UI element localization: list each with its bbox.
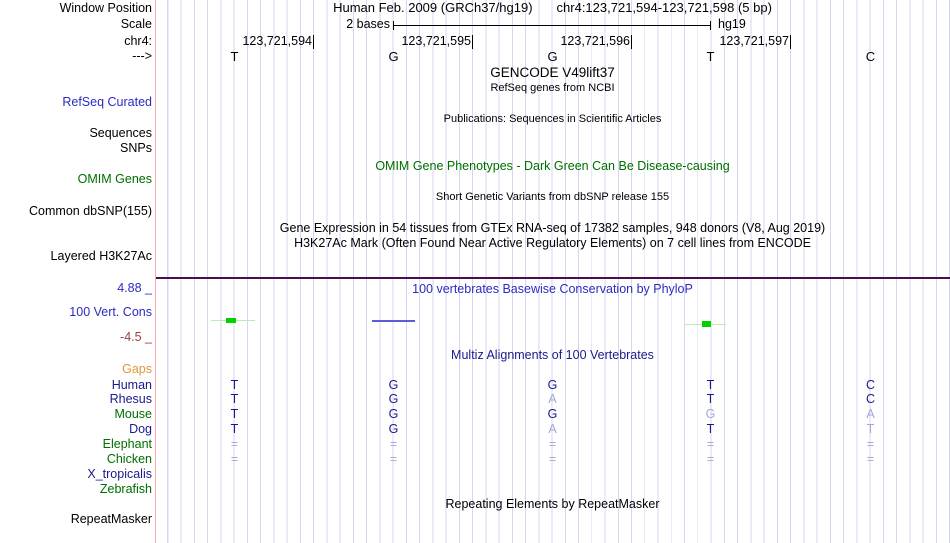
left-guideline [155,0,156,543]
scale-label: Scale [120,17,152,31]
scalebar-line [393,25,710,26]
align-base-chicken-2: = [548,452,557,466]
ref-base: C [865,49,876,64]
track-label-repeatmasker[interactable]: RepeatMasker [70,512,152,526]
track-title-phylop[interactable]: 100 vertebrates Basewise Conservation by… [412,282,693,296]
species-label-dog[interactable]: Dog [129,422,152,436]
scalebar-assembly: hg19 [718,17,746,31]
species-label-mouse[interactable]: Mouse [114,407,152,421]
align-base-rhesus-2: A [548,392,557,406]
align-base-dog-0: T [230,422,239,436]
align-base-human-3: T [706,378,715,392]
track-title-publications[interactable]: Publications: Sequences in Scientific Ar… [443,113,662,125]
align-base-chicken-4: = [866,452,875,466]
ref-base: G [547,49,558,64]
chrom-label: chr4: [124,34,152,48]
align-base-mouse-1: G [388,407,399,421]
align-base-rhesus-1: G [388,392,399,406]
track-divider [156,277,950,279]
align-base-dog-2: A [548,422,557,436]
scalebar-tick-left [393,21,394,30]
scalebar-label: 2 bases [346,17,390,31]
align-base-mouse-2: G [547,407,558,421]
track-label-100-vert-cons[interactable]: 100 Vert. Cons [69,305,152,319]
align-base-elephant-3: = [706,437,715,451]
ruler-number: 123,721,596 [560,34,630,48]
ref-base: T [230,49,239,64]
ruler-number: 123,721,595 [401,34,471,48]
align-base-chicken-1: = [389,452,398,466]
align-base-rhesus-0: T [230,392,239,406]
ruler-tick [790,35,791,49]
track-subtitle-refseq[interactable]: RefSeq genes from NCBI [490,82,615,94]
position-title: chr4:123,721,594-123,721,598 (5 bp) [556,0,772,15]
align-base-elephant-4: = [866,437,875,451]
track-label-refseq-curated[interactable]: RefSeq Curated [62,95,152,109]
scalebar-tick-right [710,21,711,30]
ruler-tick [472,35,473,49]
cons-axis-min: -4.5 _ [120,330,152,344]
align-base-dog-1: G [388,422,399,436]
ruler-tick [313,35,314,49]
ref-base: G [388,49,399,64]
strand-arrow: ---> [132,49,152,63]
align-base-rhesus-3: T [706,392,715,406]
align-base-human-0: T [230,378,239,392]
align-base-chicken-0: = [230,452,239,466]
ruler-tick [631,35,632,49]
align-base-rhesus-4: C [865,392,876,406]
ref-base: T [706,49,715,64]
gridlines [155,0,950,543]
track-title-omim[interactable]: OMIM Gene Phenotypes - Dark Green Can Be… [375,159,730,173]
phylop-mark-negative [372,320,415,322]
track-title-h3k27ac[interactable]: H3K27Ac Mark (Often Found Near Active Re… [294,236,811,250]
track-label-snps[interactable]: SNPs [120,141,152,155]
track-title-multiz[interactable]: Multiz Alignments of 100 Vertebrates [451,348,654,362]
align-base-mouse-0: T [230,407,239,421]
window-position-label: Window Position [59,1,152,15]
track-title-dbsnp[interactable]: Short Genetic Variants from dbSNP releas… [435,191,670,203]
phylop-mark-positive [702,321,711,327]
align-base-elephant-0: = [230,437,239,451]
cons-axis-max: 4.88 _ [117,281,152,295]
align-base-dog-3: T [706,422,715,436]
track-label-sequences[interactable]: Sequences [89,126,152,140]
align-base-elephant-1: = [389,437,398,451]
species-label-chicken[interactable]: Chicken [106,452,152,466]
species-label-zebrafish[interactable]: Zebrafish [99,482,152,496]
align-base-human-2: G [547,378,558,392]
species-label-elephant[interactable]: Elephant [102,437,152,451]
align-base-human-1: G [388,378,399,392]
phylop-mark-positive [226,318,236,323]
track-label-gaps[interactable]: Gaps [122,362,152,376]
track-label-omim-genes[interactable]: OMIM Genes [77,172,152,186]
align-base-human-4: C [865,378,876,392]
species-label-rhesus[interactable]: Rhesus [109,392,152,406]
align-base-mouse-4: A [866,407,875,421]
track-label-common-dbsnp[interactable]: Common dbSNP(155) [29,204,152,218]
track-title-gtex[interactable]: Gene Expression in 54 tissues from GTEx … [279,221,826,235]
align-base-dog-4: T [866,422,875,436]
track-title-gencode[interactable]: GENCODE V49lift37 [490,65,615,80]
align-base-elephant-2: = [548,437,557,451]
track-title-repeatmasker[interactable]: Repeating Elements by RepeatMasker [445,497,660,511]
assembly-title: Human Feb. 2009 (GRCh37/hg19) [333,0,533,15]
ruler-number: 123,721,597 [719,34,789,48]
species-label-x_tropicalis[interactable]: X_tropicalis [87,467,152,481]
species-label-human[interactable]: Human [111,378,152,392]
header: Human Feb. 2009 (GRCh37/hg19) chr4:123,7… [155,1,950,15]
align-base-chicken-3: = [706,452,715,466]
ruler-number: 123,721,594 [242,34,312,48]
align-base-mouse-3: G [705,407,716,421]
track-label-layered-h3k27ac[interactable]: Layered H3K27Ac [50,249,152,263]
